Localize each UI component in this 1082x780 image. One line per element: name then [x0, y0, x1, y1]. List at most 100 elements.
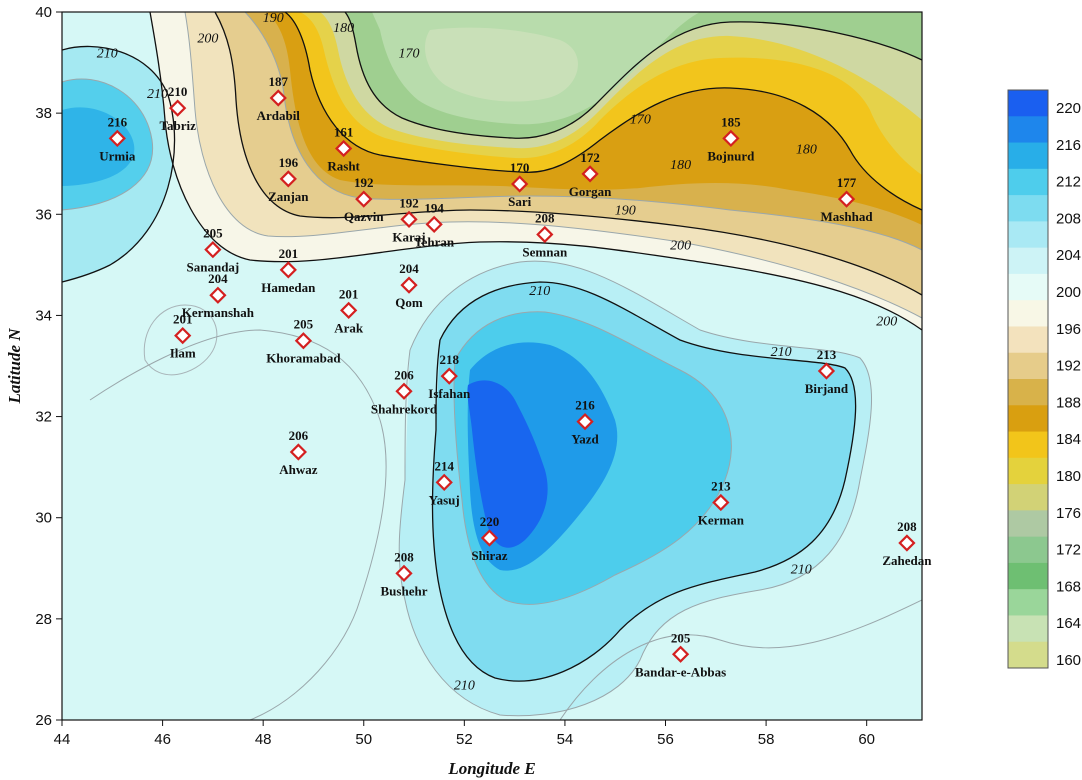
contour-180-north [284, 12, 922, 211]
contour-210-west [62, 45, 176, 283]
y-tick-label: 30 [35, 510, 52, 527]
legend-label: 200 [1056, 284, 1081, 301]
station-diamond [898, 534, 916, 552]
station-name: Isfahan [428, 386, 471, 401]
station-marker[interactable]: 204 Qom [395, 261, 423, 310]
legend-swatch [1008, 457, 1048, 485]
y-tick-label: 38 [35, 105, 52, 122]
station-marker[interactable]: 201 Arak [334, 286, 364, 335]
legend-swatch [1008, 484, 1048, 511]
legend-swatch [1008, 536, 1048, 564]
band-north-160 [425, 27, 578, 102]
station-name: Birjand [805, 381, 849, 396]
station-value: 213 [711, 479, 731, 494]
station-value: 216 [108, 114, 128, 129]
contour-label: 180 [333, 21, 354, 36]
contour-label: 210 [147, 87, 168, 102]
station-marker[interactable]: 201 Ilam [170, 312, 196, 361]
station-marker[interactable]: 177 Mashhad [821, 175, 874, 224]
station-name: Sanandaj [187, 260, 240, 275]
contour-fill-layer [62, 12, 922, 720]
station-diamond [712, 493, 730, 512]
contour-label: 180 [670, 158, 691, 173]
station-diamond [480, 529, 499, 547]
station-marker[interactable]: 192 Karaj [392, 195, 425, 244]
station-marker[interactable]: 213 Kerman [698, 479, 745, 528]
station-name: Gorgan [569, 184, 612, 199]
station-value: 208 [394, 549, 414, 564]
legend-swatch [1008, 352, 1048, 380]
station-name: Yasuj [429, 492, 460, 507]
station-marker[interactable]: 205 Bandar-e-Abbas [635, 630, 726, 679]
color-legend: 220 216 212 208 204 200 196 192 188 184 180 176 172 1… [1007, 89, 1081, 669]
station-marker[interactable]: 172 Gorgan [569, 150, 612, 199]
legend-label: 192 [1056, 358, 1081, 375]
station-marker[interactable]: 218 Isfahan [428, 352, 471, 401]
station-marker[interactable]: 213 Birjand [805, 347, 849, 396]
station-marker[interactable]: 208 Bushehr [381, 549, 428, 598]
station-marker[interactable]: 187 Ardabil [257, 74, 301, 123]
station-marker[interactable]: 192 Qazvin [344, 175, 384, 224]
station-diamond [395, 564, 413, 582]
station-name: Qom [395, 295, 423, 310]
legend-swatch [1008, 142, 1048, 170]
station-name: Ahwaz [279, 462, 318, 477]
station-marker[interactable]: 208 Semnan [522, 211, 568, 260]
legend-swatch [1008, 431, 1048, 459]
station-marker[interactable]: 196 Zanjan [268, 155, 309, 204]
station-name: Shahrekord [371, 401, 438, 416]
legend-swatch [1008, 247, 1048, 275]
station-name: Kermanshah [182, 305, 255, 320]
station-marker[interactable]: 205 Sanandaj [187, 226, 240, 275]
legend-label: 180 [1056, 468, 1081, 485]
contour-line-layer [62, 12, 922, 720]
station-diamond [294, 332, 313, 350]
station-diamond [335, 139, 353, 158]
station-marker[interactable]: 216 Yazd [571, 398, 599, 447]
legend-label: 164 [1056, 615, 1081, 632]
station-marker[interactable]: 216 Urmia [99, 114, 136, 163]
station-value: 206 [289, 428, 309, 443]
station-diamond [279, 261, 297, 279]
legend-label: 204 [1056, 247, 1081, 264]
station-name: Tehran [414, 234, 455, 249]
contour-label: 210 [791, 562, 812, 577]
station-name: Urmia [99, 148, 136, 163]
station-diamond [340, 301, 358, 319]
legend-label: 160 [1056, 652, 1081, 669]
station-marker[interactable]: 210 Tabriz [159, 84, 196, 133]
station-marker[interactable]: 206 Ahwaz [279, 428, 318, 477]
station-marker[interactable]: 194 Tehran [414, 200, 455, 249]
station-marker[interactable]: 201 Hamedan [261, 246, 316, 295]
legend-label: 196 [1056, 321, 1081, 338]
station-diamond [511, 175, 529, 193]
legend-swatch [1008, 379, 1048, 406]
station-value: 205 [294, 317, 314, 332]
station-marker[interactable]: 204 Kermanshah [182, 271, 255, 320]
station-marker[interactable]: 208 Zahedan [882, 519, 932, 568]
legend-swatch [1008, 510, 1048, 538]
station-marker[interactable]: 185 Bojnurd [707, 114, 755, 163]
legend-swatch [1008, 300, 1048, 327]
station-value: 205 [203, 226, 223, 241]
y-tick-label: 28 [35, 611, 52, 628]
station-name: Mashhad [821, 209, 874, 224]
station-diamond [204, 241, 222, 259]
station-marker[interactable]: 214 Yasuj [429, 458, 460, 507]
station-marker[interactable]: 205 Khoramabad [266, 317, 341, 366]
y-tick-label: 32 [35, 409, 52, 426]
station-value: 218 [440, 352, 460, 367]
station-value: 201 [339, 286, 359, 301]
station-diamond [817, 362, 836, 380]
station-marker[interactable]: 170 Sari [508, 160, 532, 209]
y-axis-title: Latitude N [5, 328, 24, 405]
station-value: 210 [168, 84, 188, 99]
station-marker[interactable]: 206 Shahrekord [371, 367, 438, 416]
station-marker[interactable]: 161 Rasht [327, 125, 360, 174]
station-marker[interactable]: 220 Shiraz [471, 514, 507, 563]
x-tick-label: 48 [255, 731, 272, 748]
legend-label: 208 [1056, 210, 1081, 227]
legend-swatch [1008, 562, 1048, 590]
station-name: Karaj [392, 229, 425, 244]
legend-label: 212 [1056, 174, 1081, 191]
